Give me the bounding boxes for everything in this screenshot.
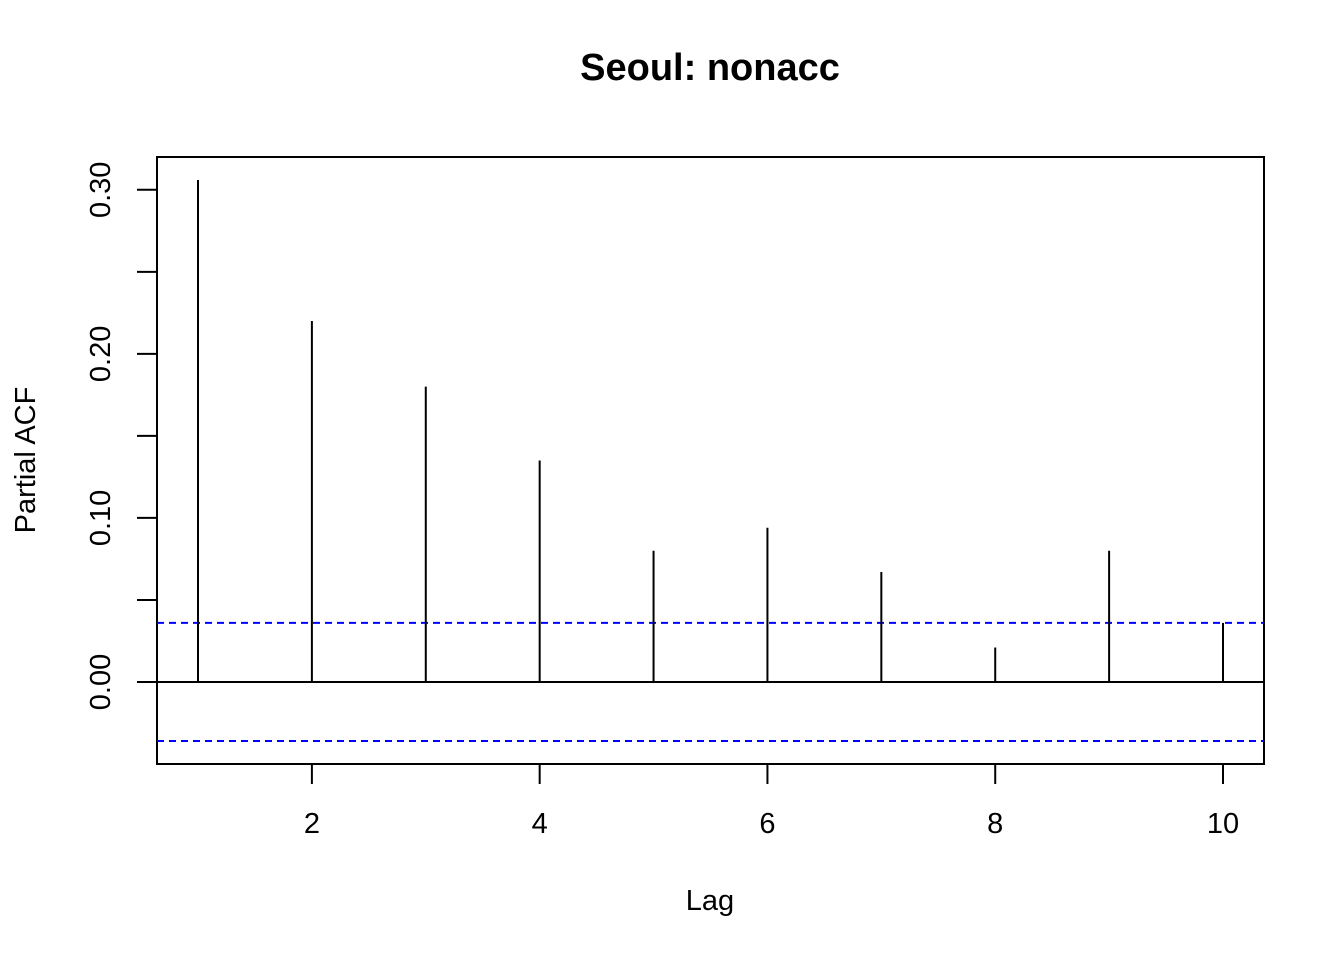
y-tick-label-0: 0.00 — [85, 654, 117, 710]
y-axis: 0.00 0.10 0.20 0.30 — [85, 162, 157, 710]
chart-title: Seoul: nonacc — [580, 47, 840, 89]
x-axis: 2 4 6 8 10 — [304, 764, 1239, 840]
x-tick-label-2: 2 — [304, 808, 320, 840]
x-tick-label-6: 6 — [759, 808, 775, 840]
y-tick-label-6: 0.30 — [85, 162, 117, 218]
y-axis-label: Partial ACF — [10, 387, 42, 534]
x-axis-label: Lag — [686, 885, 734, 917]
y-tick-label-4: 0.20 — [85, 326, 117, 382]
x-tick-label-4: 4 — [532, 808, 548, 840]
pacf-bars — [197, 179, 1224, 682]
y-tick-label-2: 0.10 — [85, 490, 117, 546]
plot-frame — [156, 156, 1265, 765]
x-tick-label-8: 8 — [987, 808, 1003, 840]
confidence-bounds — [157, 621, 1264, 743]
x-tick-label-10: 10 — [1207, 808, 1239, 840]
